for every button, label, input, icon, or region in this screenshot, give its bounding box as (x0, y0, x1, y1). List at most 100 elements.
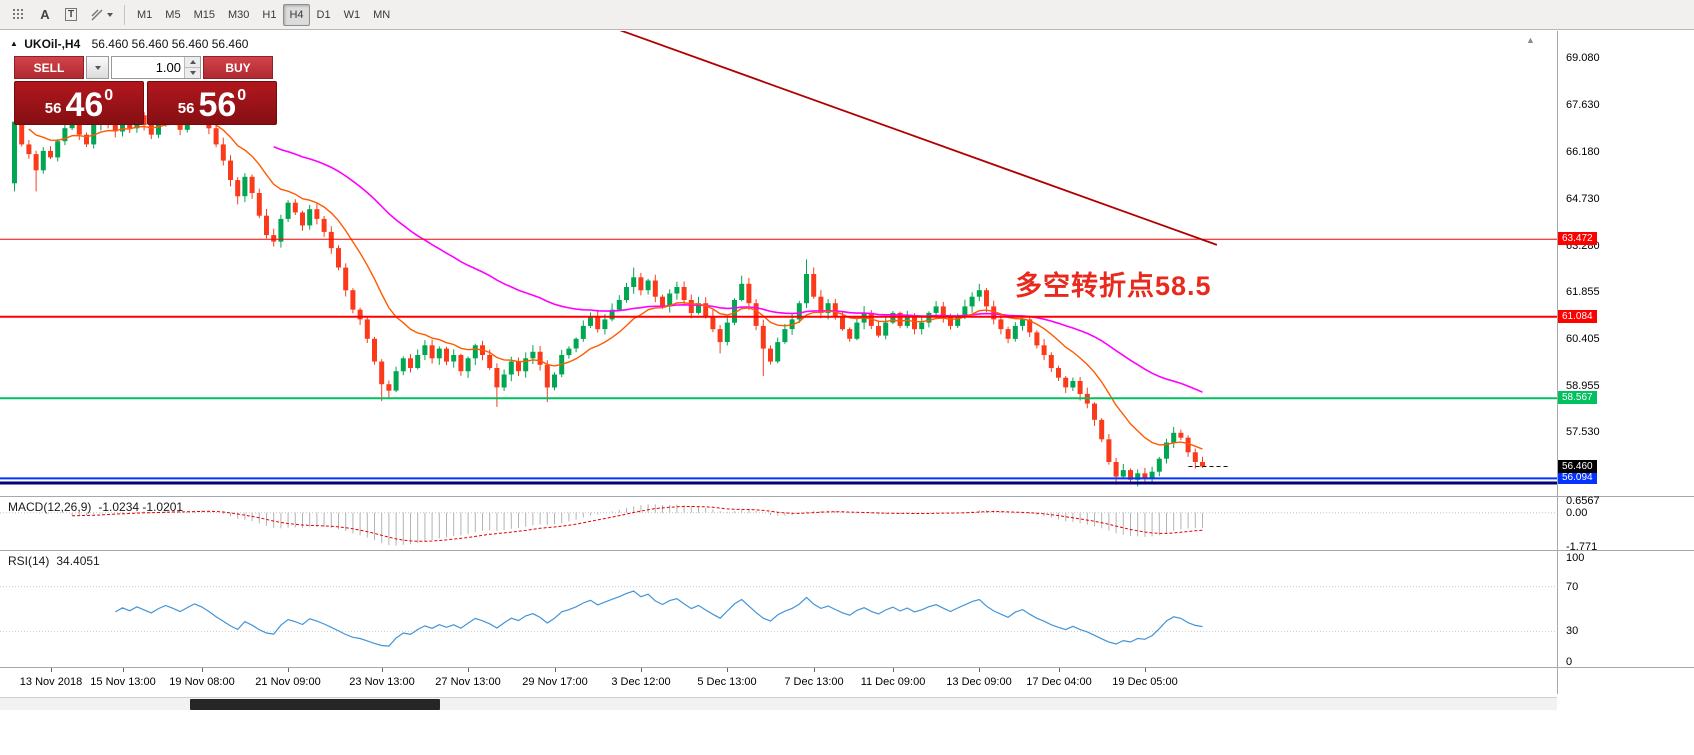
timeframe-button-m1[interactable]: M1 (137, 8, 153, 21)
axis-label: 61.855 (1566, 286, 1600, 298)
axis-label: -1.771 (1566, 541, 1598, 553)
axis-label: 30 (1566, 625, 1579, 637)
timeframe-button-h4[interactable]: H4 (283, 3, 310, 26)
macd-histogram (71, 504, 1203, 546)
time-axis[interactable]: 13 Nov 2018 15 Nov 13:00 19 Nov 08:00 21 No… (0, 668, 1557, 694)
caret-up-icon (189, 60, 196, 64)
axis-label: 58.955 (1566, 380, 1600, 392)
boxed-t-icon: T (64, 8, 78, 21)
symbol-marker-icon: ▲ (10, 39, 18, 48)
volume-dropdown-button[interactable] (86, 56, 109, 79)
horizontal-scrollbar[interactable] (0, 697, 1557, 710)
timeframe-button-m30[interactable]: M30 (227, 8, 250, 21)
axis-label: 0.00 (1566, 507, 1588, 519)
symbol-timeframe-label: UKOil-,H4 (24, 37, 81, 51)
sell-button[interactable]: SELL (14, 56, 84, 79)
timeframe-button-d1[interactable]: D1 (316, 8, 331, 21)
time-axis-label: 3 Dec 12:00 (611, 676, 671, 688)
letter-a-icon: A (40, 7, 50, 22)
dropdown-caret-icon (106, 12, 113, 17)
timeframe-button-h1[interactable]: H1 (262, 8, 277, 21)
text-label-button[interactable]: T (58, 3, 84, 27)
time-axis-label: 5 Dec 13:00 (697, 676, 757, 688)
chart-annotation-text: 多空转折点58.5 (1015, 271, 1212, 301)
time-tick (202, 668, 203, 672)
time-axis-label: 13 Nov 2018 (19, 676, 83, 688)
top-toolbar: A T M1 M5 M15 M30 H1 H4 D1 W1 MN (0, 0, 1694, 30)
axis-label: 0 (1566, 656, 1573, 668)
ask-whole: 56 (177, 100, 195, 117)
price-tag-58.567: 58.567 (1558, 391, 1597, 404)
time-tick (382, 668, 383, 672)
time-tick (641, 668, 642, 672)
timeframe-button-w1[interactable]: W1 (343, 8, 361, 21)
volume-field (111, 56, 201, 79)
axis-label: 100 (1566, 552, 1585, 564)
time-tick (1145, 668, 1146, 672)
descending-trendline[interactable] (447, 31, 1218, 246)
time-tick (1059, 668, 1060, 672)
macd-indicator-canvas[interactable] (0, 497, 1557, 550)
rsi-timeaxis-separator (0, 667, 1694, 668)
chart-tools-button[interactable] (6, 3, 32, 27)
time-axis-label: 7 Dec 13:00 (784, 676, 844, 688)
time-tick (893, 668, 894, 672)
chart-shift-marker-icon[interactable]: ▲ (1526, 35, 1535, 45)
time-tick (727, 668, 728, 672)
axis-label: 67.630 (1566, 99, 1600, 111)
time-tick (51, 668, 52, 672)
ask-pips: 56 (198, 85, 237, 124)
scrollbar-thumb[interactable] (190, 699, 440, 710)
ask-fraction: 0 (237, 87, 247, 104)
timeframe-button-m15[interactable]: M15 (193, 8, 215, 21)
drawing-tools-button[interactable] (84, 3, 118, 27)
price-axis-column[interactable]: 69.080 67.630 66.180 64.730 63.280 61.855 60.4… (1558, 0, 1694, 755)
timeframe-button-mn[interactable]: MN (373, 8, 391, 21)
time-axis-label: 21 Nov 09:00 (255, 676, 321, 688)
bid-whole: 56 (44, 100, 62, 117)
volume-input[interactable] (112, 57, 184, 78)
dots-grid-icon (13, 8, 23, 19)
rsi-value: 34.4051 (56, 554, 100, 568)
axis-label: 70 (1566, 581, 1579, 593)
timeframe-button-m5[interactable]: M5 (165, 8, 181, 21)
macd-values: -1.0234 -1.0201 (98, 500, 184, 514)
rsi-line (115, 590, 1203, 647)
rsi-label: RSI(14) 34.4051 (8, 554, 100, 568)
text-annotation-button[interactable]: A (32, 3, 58, 27)
bid-fraction: 0 (104, 87, 114, 104)
time-axis-label: 27 Nov 13:00 (435, 676, 501, 688)
time-axis-label: 23 Nov 13:00 (349, 676, 415, 688)
time-axis-label: 15 Nov 13:00 (90, 676, 156, 688)
toolbar-separator (124, 4, 125, 25)
buy-button[interactable]: BUY (203, 56, 273, 79)
time-axis-label: 17 Dec 04:00 (1026, 676, 1092, 688)
volume-increase-button[interactable] (185, 57, 200, 68)
chart-macd-separator[interactable] (0, 496, 1694, 497)
rsi-indicator-canvas[interactable] (0, 551, 1557, 667)
bid-price-display[interactable]: 56 46 0 (14, 81, 144, 125)
time-tick (288, 668, 289, 672)
price-chart-canvas[interactable] (0, 31, 1557, 496)
time-tick (979, 668, 980, 672)
time-axis-label: 29 Nov 17:00 (522, 676, 588, 688)
caret-down-icon (94, 65, 101, 70)
price-scale-separator (1557, 31, 1558, 694)
time-axis-label: 13 Dec 09:00 (946, 676, 1012, 688)
price-tag-56.460: 56.460 (1558, 460, 1597, 473)
macd-rsi-separator[interactable] (0, 550, 1694, 551)
chart-title: ▲ UKOil-,H4 56.460 56.460 56.460 56.460 (10, 37, 248, 51)
ma-slow-line (273, 146, 1203, 393)
volume-decrease-button[interactable] (185, 68, 200, 78)
time-axis-label: 19 Nov 08:00 (169, 676, 235, 688)
price-tag-56.094: 56.094 (1558, 471, 1597, 484)
bid-pips: 46 (65, 85, 104, 124)
price-tag-63.472: 63.472 (1558, 232, 1597, 245)
time-tick (123, 668, 124, 672)
caret-down-icon (189, 71, 196, 75)
ask-price-display[interactable]: 56 56 0 (147, 81, 277, 125)
time-tick (555, 668, 556, 672)
macd-name: MACD(12,26,9) (8, 500, 92, 514)
